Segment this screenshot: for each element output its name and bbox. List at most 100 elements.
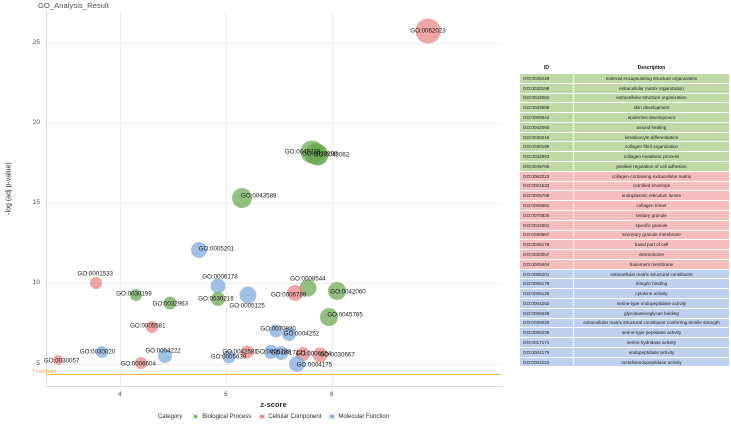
data-point-label: GO:0005201 <box>198 245 235 253</box>
table-row[interactable]: GO:0030667 secretory granule membrane <box>519 229 730 241</box>
column-header-description: Description <box>573 64 730 74</box>
cell-go-id: GO:0030667 <box>519 229 574 241</box>
data-point-bubble[interactable] <box>95 345 108 358</box>
data-point-bubble[interactable] <box>320 308 339 327</box>
table-row[interactable]: GO:0005604 basement membrane <box>519 258 730 270</box>
cell-go-id: GO:0030216 <box>519 131 574 143</box>
data-point-bubble[interactable] <box>129 289 142 302</box>
legend-dot-icon <box>194 414 198 419</box>
data-point-bubble[interactable] <box>274 346 289 361</box>
legend-item[interactable]: Molecular Function <box>328 413 389 420</box>
table-row[interactable]: GO:0032963 collagen metabolic process <box>519 151 730 163</box>
column-header-id: ID <box>519 64 574 74</box>
legend-swatch-icon <box>328 413 336 420</box>
table-row[interactable]: GO:0070820 tertiary granule <box>519 209 730 221</box>
x-axis-label: z-score <box>260 400 287 409</box>
table-row[interactable]: GO:0004175 endopeptidase activity <box>519 346 730 358</box>
data-point-bubble[interactable] <box>263 345 278 360</box>
cell-go-id: GO:0017171 <box>519 337 574 348</box>
data-point-bubble[interactable] <box>327 281 346 300</box>
cell-go-id: GO:0030199 <box>519 141 574 153</box>
table-row[interactable]: GO:0030216 keratinocyte differentiation <box>519 131 730 143</box>
data-point-bubble[interactable] <box>210 278 226 294</box>
table-row[interactable]: GO:0030199 collagen fibril organization <box>519 141 730 153</box>
data-point-bubble[interactable] <box>163 296 177 310</box>
legend-dot-icon <box>330 414 334 419</box>
data-point-bubble[interactable] <box>135 356 148 369</box>
cell-description: extracellular matrix organization <box>573 82 730 94</box>
table-row[interactable]: GO:0001533 cornified envelope <box>519 180 730 192</box>
page-title: GO_Analysis_Result <box>38 1 109 10</box>
data-point-bubble[interactable] <box>145 320 158 333</box>
cell-description: collagen metabolic process <box>573 151 730 163</box>
cell-go-id: GO:0070820 <box>519 209 574 221</box>
data-point-bubble[interactable] <box>90 276 103 289</box>
data-point-bubble[interactable] <box>240 345 254 359</box>
cell-go-id: GO:0004252 <box>519 297 574 309</box>
table-row[interactable]: GO:0005788 endoplasmic reticulum lumen <box>519 190 730 202</box>
gridline-vertical <box>225 11 227 386</box>
table-row[interactable]: GO:0008236 serine-type peptidase activity <box>519 327 730 339</box>
table-row[interactable]: GO:0004252 serine-type endopeptidase acti… <box>519 297 730 309</box>
table-row[interactable]: GO:0005125 cytokine activity <box>519 288 730 299</box>
data-point-bubble[interactable] <box>415 18 441 44</box>
table-row[interactable]: GO:0030020 extracellular matrix structura… <box>519 317 730 329</box>
cell-go-id: GO:0030057 <box>519 249 574 260</box>
table-row[interactable]: GO:0042581 specific granule <box>519 219 730 231</box>
table-row[interactable]: GO:0005178 integrin binding <box>519 278 730 290</box>
cell-description: serine hydrolase activity <box>573 337 730 348</box>
data-point-bubble[interactable] <box>299 279 317 297</box>
data-point-label: GO:0017171 <box>270 349 307 357</box>
data-point-bubble[interactable] <box>222 350 236 364</box>
data-point-label: GO:0030057 <box>43 357 80 365</box>
cell-description: epidermis development <box>573 112 730 123</box>
table-row[interactable]: GO:0043062 extracellular structure organi… <box>519 92 730 104</box>
data-point-bubble[interactable] <box>231 187 252 208</box>
data-point-bubble[interactable] <box>282 326 297 341</box>
data-point-bubble[interactable] <box>239 286 257 304</box>
data-point-label: GO:0006238 <box>255 348 291 356</box>
legend-title: Category <box>157 413 183 420</box>
table-row[interactable]: GO:0043588 skin development <box>519 102 730 114</box>
data-point-bubble[interactable] <box>210 291 225 306</box>
data-point-label: GO:0004252 <box>283 330 320 338</box>
table-row[interactable]: GO:0042060 wound healing <box>519 121 730 133</box>
table-row[interactable]: GO:0045178 basal part of cell <box>519 239 730 251</box>
table-body: GO:0045229 external encapsulating structu… <box>519 73 730 368</box>
table-row[interactable]: GO:0005581 collagen trimer <box>519 200 730 211</box>
cell-description: glycosaminoglycan binding <box>573 307 730 319</box>
gridline-horizontal <box>46 363 501 365</box>
cell-description: tertiary granule <box>573 209 730 221</box>
data-point-label: GO:0045229 <box>284 148 321 156</box>
data-point-bubble[interactable] <box>307 144 329 166</box>
cell-go-id: GO:0043062 <box>519 92 574 104</box>
data-point-bubble[interactable] <box>286 285 303 302</box>
legend-item[interactable]: Biological Process <box>192 413 251 420</box>
table-row[interactable]: GO:0005539 glycosaminoglycan binding <box>519 307 730 319</box>
table-row[interactable]: GO:0017171 serine hydrolase activity <box>519 337 730 348</box>
data-point-label: GO:0043062 <box>313 151 350 159</box>
data-point-label: GO:0006604 <box>120 360 156 368</box>
threshold-label: Threshold <box>32 368 57 375</box>
data-point-bubble[interactable] <box>312 347 328 363</box>
legend-dot-icon <box>260 414 264 419</box>
data-point-label: GO:0008544 <box>290 275 326 283</box>
table-row[interactable]: GO:0045229 external encapsulating structu… <box>519 73 730 84</box>
data-point-bubble[interactable] <box>191 241 208 258</box>
data-point-bubble[interactable] <box>269 324 283 338</box>
data-point-bubble[interactable] <box>289 356 306 373</box>
cell-go-id: GO:0030198 <box>519 82 574 94</box>
table-row[interactable]: GO:0030057 desmosome <box>519 249 730 260</box>
table-row[interactable]: GO:0004222 metalloendopeptidase activity <box>519 356 730 368</box>
table-row[interactable]: GO:0045785 positive regulation of cell ad… <box>519 161 730 172</box>
table-row[interactable]: GO:0030198 extracellular matrix organizat… <box>519 82 730 94</box>
cell-go-id: GO:0001533 <box>519 180 574 192</box>
table-row[interactable]: GO:0008544 epidermis development <box>519 112 730 123</box>
data-point-bubble[interactable] <box>52 354 63 365</box>
legend-item[interactable]: Cellular Component <box>258 413 321 420</box>
cell-go-id: GO:0008544 <box>519 112 574 123</box>
table-row[interactable]: GO:0005201 extracellular matrix structura… <box>519 268 730 280</box>
x-tick-label: 6 <box>224 391 228 398</box>
table-row[interactable]: GO:0062023 collagen-containing extracellu… <box>519 170 730 182</box>
data-point-bubble[interactable] <box>158 348 173 363</box>
